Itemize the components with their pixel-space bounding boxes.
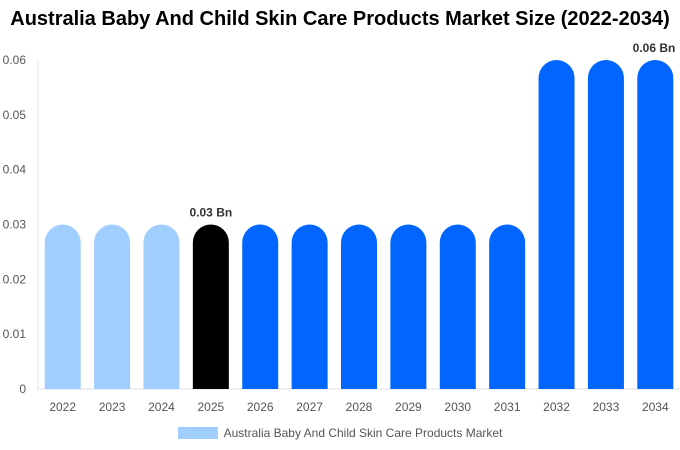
x-tick-label: 2033	[593, 400, 620, 414]
x-tick-label: 2029	[395, 400, 422, 414]
bar-2025	[192, 224, 229, 389]
x-tick-label: 2032	[543, 400, 570, 414]
y-tick-label: 0.05	[3, 108, 27, 122]
x-tick-label: 2030	[444, 400, 471, 414]
bar-2030	[439, 224, 476, 389]
y-tick-label: 0.01	[3, 327, 27, 341]
x-tick-label: 2024	[148, 400, 175, 414]
x-tick-label: 2031	[494, 400, 521, 414]
x-tick-label: 2025	[197, 400, 224, 414]
bar-2028	[341, 224, 377, 389]
x-tick-label: 2026	[247, 400, 274, 414]
x-tick-label: 2027	[296, 400, 323, 414]
bar-2024	[143, 224, 180, 389]
bar-2033	[587, 60, 624, 390]
y-tick-label: 0.06	[3, 53, 27, 67]
bar-2034	[637, 60, 674, 390]
y-tick-label: 0	[19, 382, 26, 396]
x-tick-label: 2022	[49, 400, 76, 414]
legend: Australia Baby And Child Skin Care Produ…	[0, 426, 680, 440]
bar-2026	[242, 224, 279, 389]
bar-2027	[291, 224, 328, 389]
y-tick-label: 0.03	[3, 218, 27, 232]
x-tick-label: 2028	[346, 400, 373, 414]
x-tick-label: 2034	[642, 400, 669, 414]
x-tick-label: 2023	[99, 400, 126, 414]
data-label: 0.06 Bn	[633, 41, 676, 55]
chart-title: Australia Baby And Child Skin Care Produ…	[10, 8, 670, 30]
legend-label: Australia Baby And Child Skin Care Produ…	[223, 426, 503, 440]
y-tick-label: 0.04	[3, 163, 27, 177]
legend-swatch	[177, 427, 218, 439]
bar-2031	[489, 224, 526, 389]
bar-2023	[94, 224, 131, 389]
bar-2029	[390, 224, 427, 389]
bar-2022	[44, 224, 81, 389]
data-label: 0.03 Bn	[190, 206, 233, 220]
y-tick-label: 0.02	[3, 272, 27, 286]
bar-2032	[538, 60, 575, 390]
